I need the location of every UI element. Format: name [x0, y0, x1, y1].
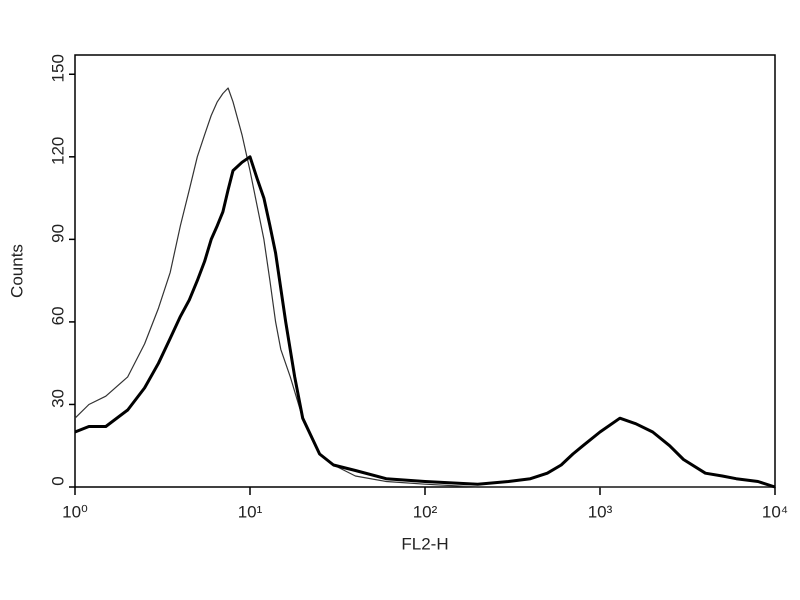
y-tick-label: 90 [48, 224, 67, 243]
x-tick-label: 10² [413, 502, 438, 521]
x-tick-label: 10¹ [238, 502, 263, 521]
y-tick-label: 150 [48, 54, 67, 82]
x-axis-label: FL2-H [401, 534, 448, 553]
y-tick-label: 120 [48, 137, 67, 165]
x-tick-label: 10⁰ [62, 502, 88, 521]
series-line [74, 155, 776, 489]
x-tick-label: 10³ [588, 502, 613, 521]
series-line [74, 87, 775, 488]
x-tick-label: 10⁴ [762, 502, 788, 521]
y-tick-label: 0 [48, 476, 67, 485]
plot-frame [74, 54, 776, 488]
y-axis-label: Counts [7, 244, 26, 298]
y-tick-label: 60 [48, 306, 67, 325]
y-tick-label: 30 [48, 389, 67, 408]
